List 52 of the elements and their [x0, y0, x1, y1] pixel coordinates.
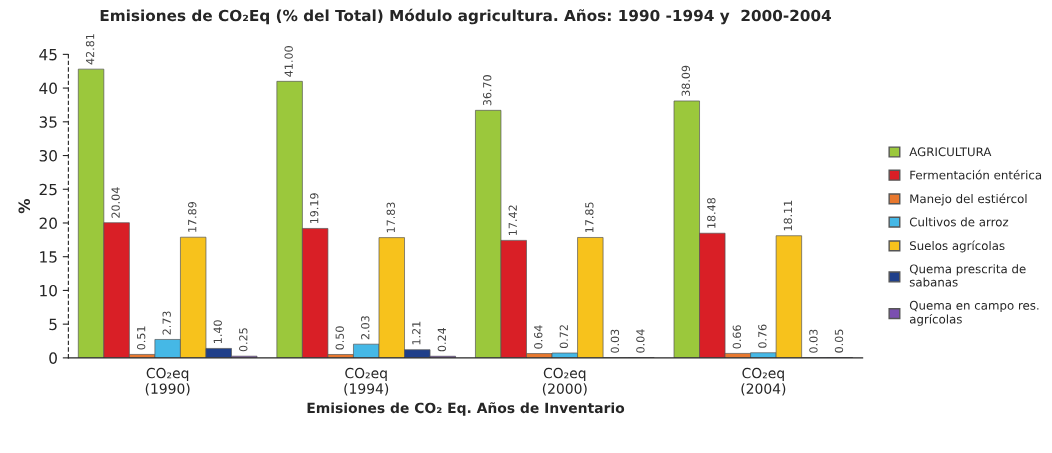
legend-label: Cultivos de arroz [909, 217, 1009, 227]
legend-label: Quema en campo res. agrícolas [909, 300, 1039, 326]
data-label: 42.81 [85, 34, 95, 65]
data-label: 17.85 [585, 202, 594, 233]
data-label: 2.03 [361, 316, 370, 340]
y-axis-title: % [18, 198, 31, 214]
legend-label: Manejo del estiércol [910, 193, 1027, 206]
data-label: 0.04 [636, 329, 645, 353]
y-tick-label: 45 [39, 49, 57, 61]
legend-label: Quema prescrita de sabanas [909, 264, 1026, 287]
data-label: 1.21 [412, 321, 421, 345]
data-label: 0.76 [758, 324, 767, 348]
data-label: 18.11 [783, 200, 793, 231]
x-tick-label: CO₂eq (1994) [344, 367, 389, 396]
data-label: 20.04 [111, 187, 120, 218]
data-label: 41.00 [284, 46, 293, 77]
data-label: 0.50 [335, 326, 344, 350]
legend-label: Fermentación entérica [910, 169, 1042, 180]
y-tick-label: 30 [39, 150, 57, 162]
data-label: 2.73 [162, 311, 171, 335]
y-tick-label: 10 [40, 284, 57, 297]
y-tick-label: 0 [49, 352, 57, 364]
y-tick-label: 15 [40, 251, 57, 263]
data-label: 1.40 [213, 320, 222, 344]
y-tick-label: 20 [39, 217, 57, 229]
data-label: 0.03 [809, 329, 818, 353]
data-label: 0.51 [136, 326, 146, 350]
x-tick-label: CO₂eq (1990) [145, 367, 190, 396]
data-label: 17.42 [508, 205, 517, 235]
chart-title: Emisiones de CO₂Eq (% del Total) Módulo agricultura. Años: 1990 -1994 y 2000-2004 [100, 8, 832, 25]
y-tick-label: 5 [49, 318, 57, 331]
y-tick-label: 40 [39, 82, 57, 95]
data-label: 17.89 [188, 202, 197, 232]
data-label: 0.03 [610, 329, 620, 353]
data-label: 0.72 [559, 325, 569, 349]
y-tick-label: 35 [39, 116, 57, 128]
data-label: 38.09 [681, 65, 690, 96]
legend-label: AGRICULTURA [909, 147, 992, 157]
data-label: 18.48 [707, 198, 716, 228]
legend-label: Suelos agrícolas [910, 240, 1005, 253]
y-tick-label: 25 [39, 183, 57, 196]
data-label: 0.25 [239, 328, 248, 352]
data-label: 0.05 [834, 329, 844, 353]
data-label: 19.19 [309, 193, 319, 224]
x-axis-title: Emisiones de CO₂ Eq. Años de Inventario [307, 402, 625, 416]
data-label: 0.66 [732, 325, 742, 349]
data-label: 36.70 [483, 75, 492, 106]
data-label: 0.24 [437, 327, 447, 352]
x-tick-label: CO₂eq (2000) [542, 367, 587, 396]
data-label: 0.64 [534, 325, 543, 349]
x-tick-label: CO₂eq (2004) [741, 367, 786, 396]
data-label: 17.83 [386, 202, 395, 233]
